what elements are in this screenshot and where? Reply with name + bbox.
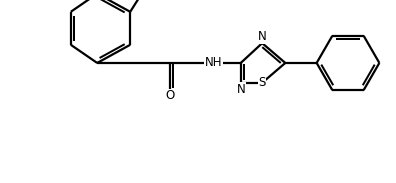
Text: NH: NH xyxy=(204,56,222,70)
Text: N: N xyxy=(236,83,245,96)
Text: S: S xyxy=(259,76,266,89)
Text: N: N xyxy=(258,30,267,43)
Text: O: O xyxy=(165,89,174,102)
